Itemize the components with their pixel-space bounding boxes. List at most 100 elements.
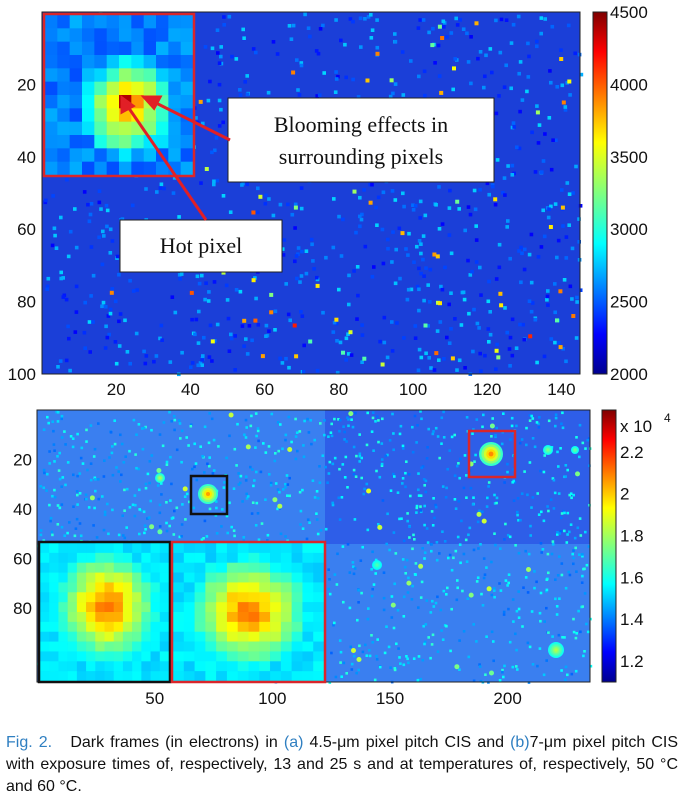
noise-pixel [568, 573, 572, 577]
caption-ref-b[interactable]: (b) [510, 734, 530, 751]
noise-pixel [434, 203, 438, 207]
inset-pixel [57, 95, 70, 109]
noise-pixel [371, 550, 374, 554]
noise-pixel [75, 490, 79, 493]
noise-pixel [392, 432, 395, 435]
noise-pixel [343, 476, 347, 479]
noise-pixel [564, 464, 568, 467]
noise-pixel [515, 665, 518, 668]
inset-pixel [216, 621, 228, 633]
noise-pixel [143, 361, 148, 366]
noise-pixel [375, 658, 379, 661]
noise-pixel [537, 513, 541, 516]
noise-pixel [284, 486, 287, 489]
noise-pixel [341, 463, 345, 466]
noise-pixel [429, 611, 433, 614]
noise-pixel [542, 234, 547, 239]
noise-pixel [169, 455, 172, 459]
noise-pixel [64, 483, 67, 487]
bright-pixel [474, 21, 479, 26]
noise-pixel [46, 415, 49, 419]
inset-pixel [205, 612, 217, 623]
noise-pixel [73, 207, 77, 211]
noise-pixel [454, 507, 458, 510]
inset-pixel [95, 612, 105, 623]
inset-pixel [180, 15, 194, 29]
noise-pixel [335, 583, 339, 586]
noise-pixel [581, 574, 584, 578]
inset-pixel [194, 582, 206, 593]
noise-pixel [376, 415, 379, 418]
noise-pixel [295, 276, 299, 281]
noise-pixel [119, 433, 122, 437]
noise-pixel [486, 496, 489, 500]
inset-pixel [76, 612, 87, 623]
noise-pixel [120, 442, 124, 446]
noise-pixel [425, 457, 429, 460]
inset-pixel [86, 602, 96, 613]
noise-pixel [172, 176, 177, 180]
noise-pixel [529, 280, 534, 285]
inset-pixel [113, 562, 124, 573]
noise-pixel [337, 287, 341, 292]
noise-pixel [365, 654, 369, 657]
noise-pixel [187, 444, 190, 447]
inset-pixel [104, 562, 115, 573]
inset-pixel [143, 108, 157, 122]
noise-pixel [78, 472, 82, 475]
noise-pixel [89, 478, 93, 482]
noise-pixel [299, 523, 302, 526]
noise-pixel [158, 336, 162, 341]
noise-pixel [311, 259, 315, 263]
noise-pixel [477, 326, 481, 330]
panel-b-darker-region [325, 410, 590, 544]
noise-pixel [388, 439, 392, 442]
noise-pixel [245, 74, 249, 78]
noise-pixel [200, 363, 204, 367]
noise-pixel [537, 422, 540, 426]
noise-pixel [575, 300, 579, 304]
noise-pixel [536, 492, 539, 495]
noise-pixel [401, 444, 405, 448]
noise-pixel [508, 535, 512, 539]
noise-pixel [571, 191, 575, 195]
noise-pixel [466, 597, 470, 600]
noise-pixel [56, 523, 60, 526]
noise-pixel [358, 454, 362, 458]
noise-pixel [243, 80, 247, 84]
noise-pixel [537, 426, 541, 429]
inset-pixel [76, 562, 87, 573]
noise-pixel [165, 463, 169, 466]
noise-pixel [409, 494, 412, 498]
inset-pixel [302, 543, 314, 554]
noise-pixel [370, 594, 374, 598]
noise-pixel [472, 679, 476, 683]
noise-pixel [417, 74, 421, 79]
noise-pixel [423, 213, 428, 218]
inset-pixel [119, 68, 132, 82]
noise-pixel [286, 494, 289, 497]
noise-pixel [160, 493, 163, 496]
noise-pixel [146, 517, 149, 520]
noise-pixel [535, 421, 539, 424]
noise-pixel [97, 422, 100, 425]
inset-pixel [76, 621, 87, 633]
noise-pixel [351, 19, 355, 24]
noise-pixel [504, 522, 507, 526]
inset-pixel [302, 602, 314, 613]
noise-pixel [487, 485, 490, 488]
noise-pixel [370, 634, 373, 637]
noise-pixel [405, 655, 408, 658]
noise-pixel [346, 543, 350, 546]
noise-pixel [208, 507, 212, 511]
noise-pixel [391, 91, 395, 96]
bright-pixel [406, 580, 412, 586]
noise-pixel [584, 530, 587, 534]
noise-pixel [123, 536, 127, 540]
noise-pixel [526, 41, 530, 46]
caption-ref-a[interactable]: (a) [283, 734, 304, 751]
inset-pixel [291, 582, 303, 593]
inset-pixel [86, 621, 96, 633]
bright-pixel [437, 24, 442, 29]
inset-pixel [143, 41, 157, 56]
